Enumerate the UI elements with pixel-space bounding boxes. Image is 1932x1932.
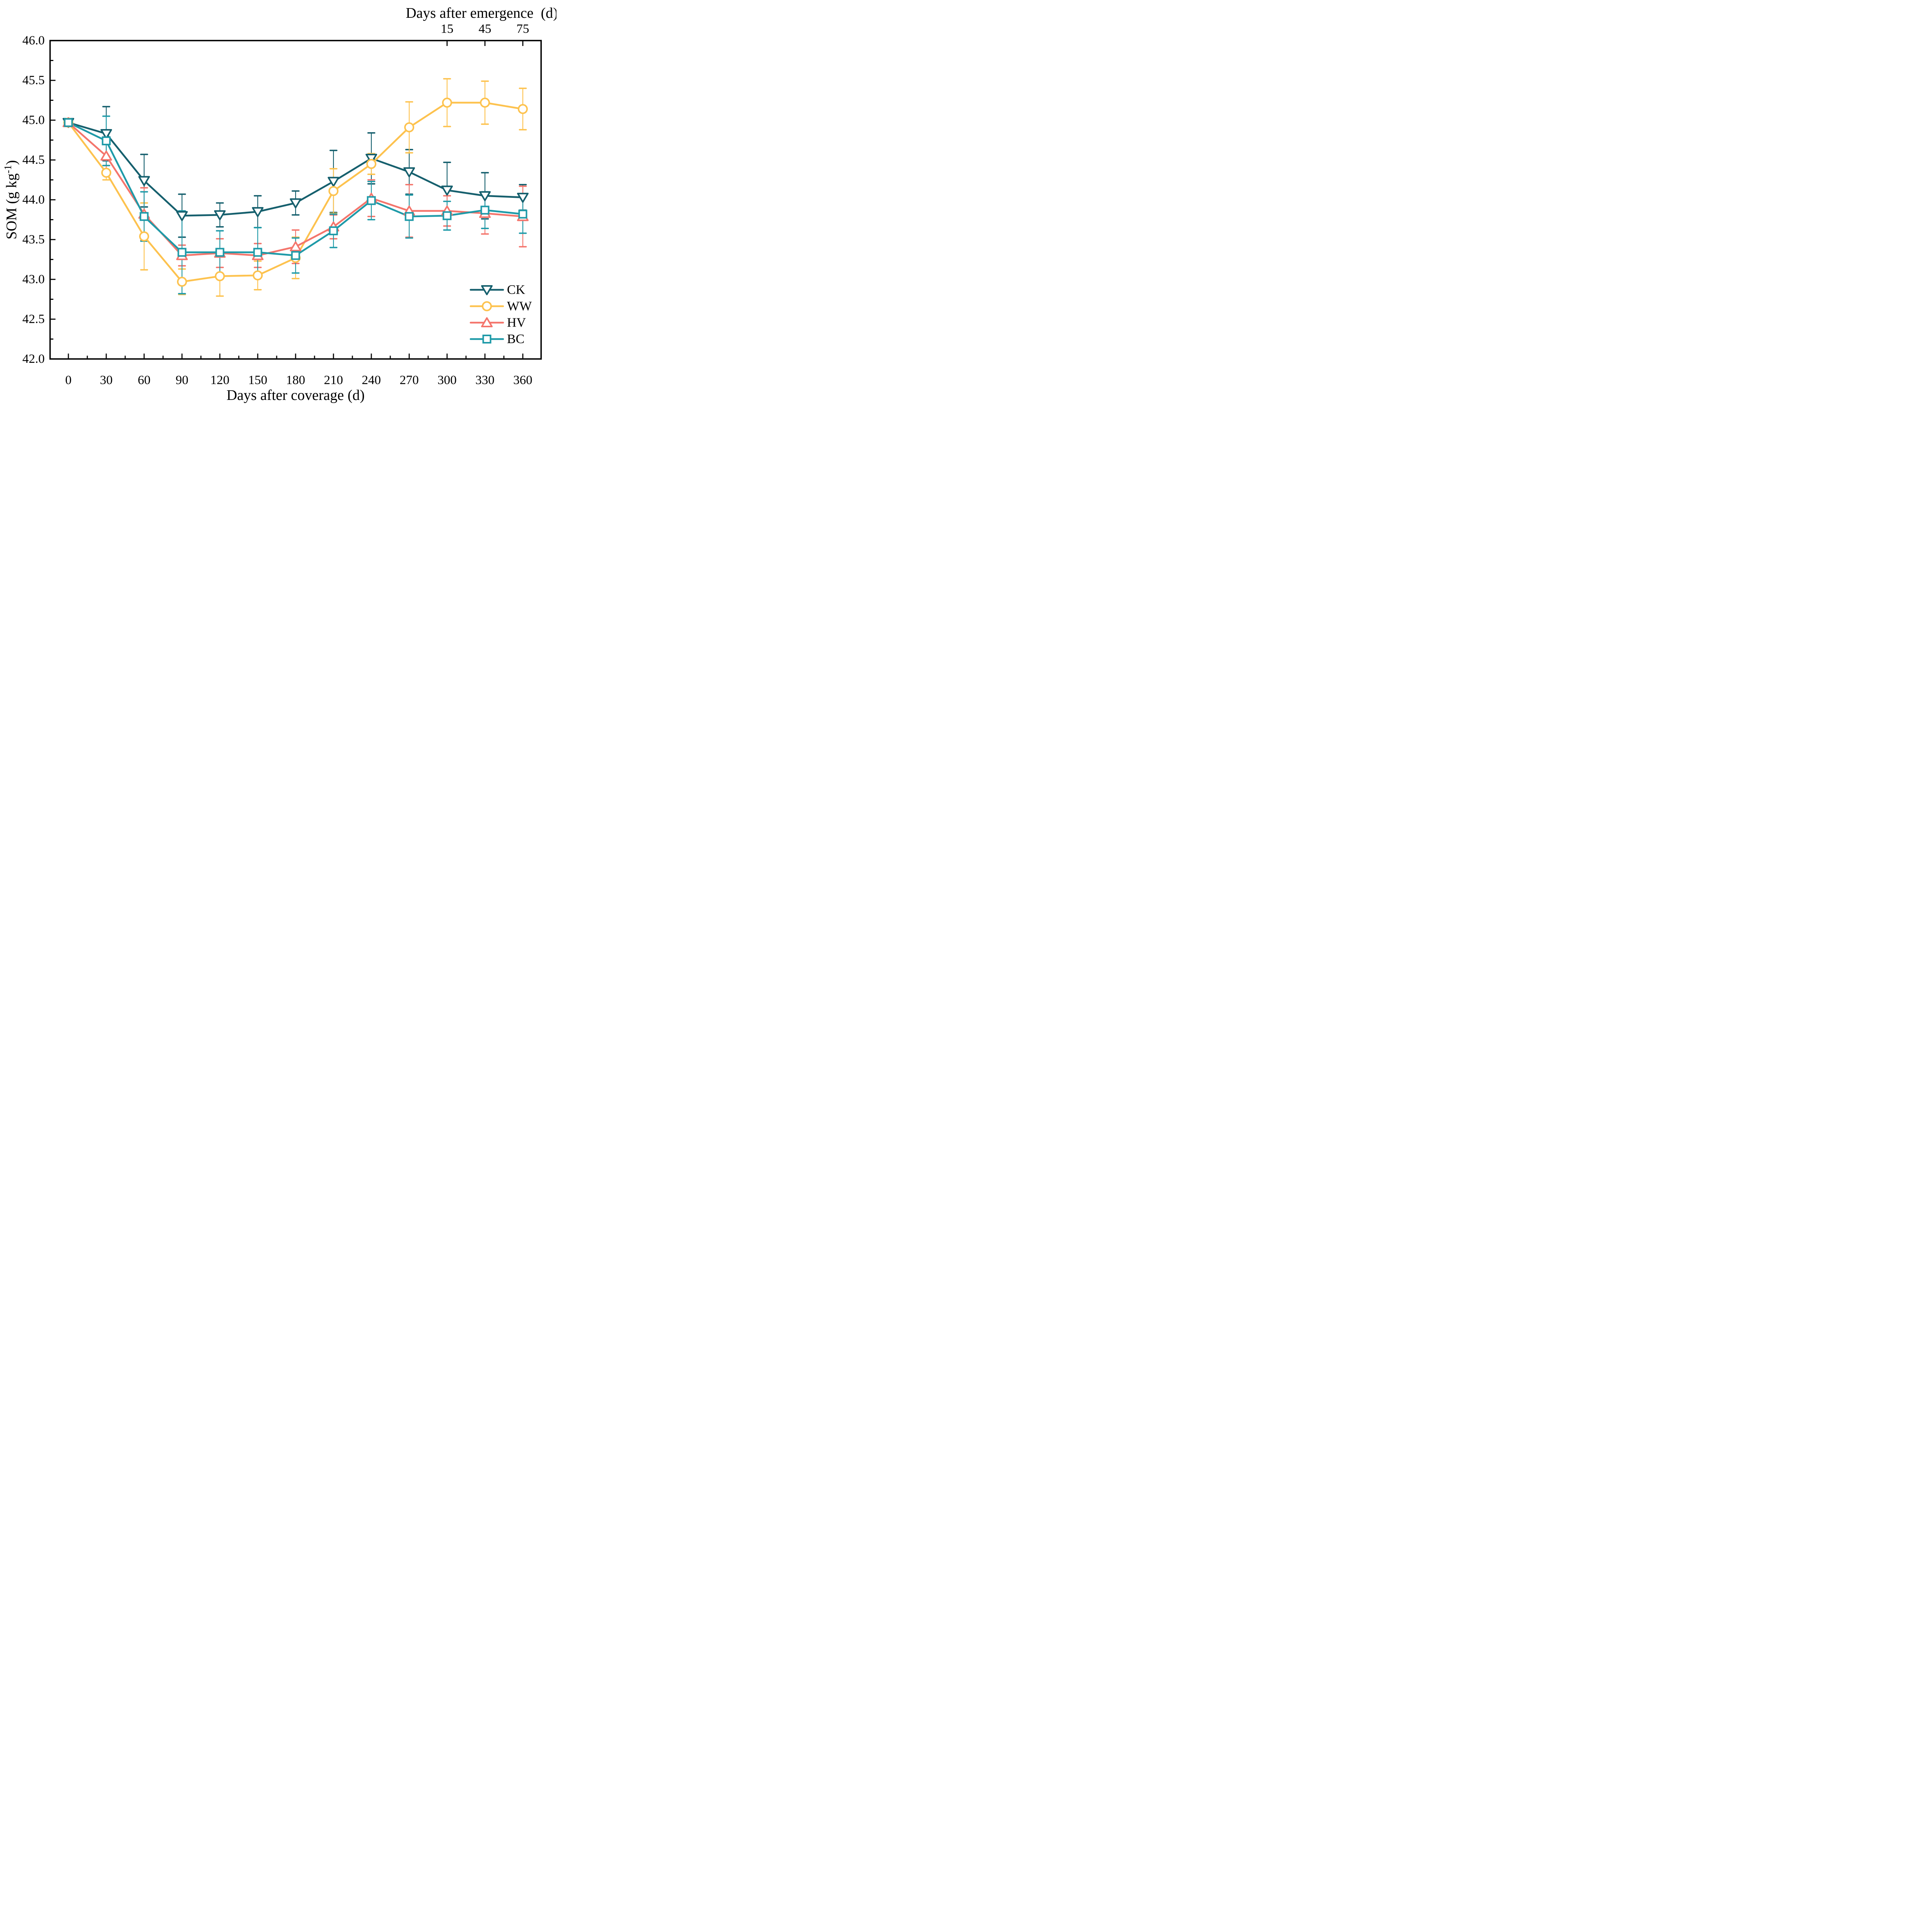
marker-ck-triangle-down-icon (290, 198, 301, 209)
y-tick-label: 45.5 (22, 73, 45, 87)
marker-ck-triangle-down-icon (479, 191, 491, 201)
marker-bc-square-icon (253, 248, 262, 257)
x-tick-label: 270 (400, 373, 419, 387)
marker-ck-triangle-down-icon (176, 211, 188, 221)
chart-svg: 42.0 42.5 43.0 43.5 44.0 44.5 45.0 45.5 46.0 0 30 6… (2, 5, 556, 403)
marker-ck-triangle-down-icon (517, 192, 529, 203)
legend-label-WW: WW (507, 299, 532, 313)
legend-label-CK: CK (507, 283, 526, 297)
marker-bc-square-icon (367, 196, 376, 205)
y-axis-title-close: ) (3, 160, 20, 165)
marker-ww-circle-icon (214, 271, 225, 281)
marker-hv-triangle-up-icon (100, 150, 112, 161)
marker-bc-square-icon (177, 248, 187, 257)
legend-marker-ck-icon (481, 285, 493, 295)
som-line-chart-figure: 42.0 42.5 43.0 43.5 44.0 44.5 45.0 45.5 46.0 0 30 6… (0, 0, 556, 405)
top-axis-title: Days after emergence (d) (406, 5, 556, 21)
x-tick-label: 240 (362, 373, 381, 387)
y-tick-label: 46.0 (22, 34, 45, 48)
y-tick-label: 44.0 (22, 193, 45, 207)
marker-ww-circle-icon (518, 104, 528, 114)
top-tick-label: 15 (441, 22, 454, 36)
marker-ck-triangle-down-icon (100, 129, 112, 139)
marker-bc-square-icon (102, 136, 111, 146)
legend-label-HV: HV (507, 316, 526, 330)
y-tick-label: 42.0 (22, 352, 45, 366)
y-tick-label: 45.0 (22, 113, 45, 127)
marker-bc-square-icon (518, 209, 527, 219)
marker-ck-triangle-down-icon (138, 176, 150, 186)
x-tick-label: 360 (513, 373, 532, 387)
marker-ww-circle-icon (101, 167, 111, 178)
x-tick-label: 180 (286, 373, 305, 387)
y-tick-label: 44.5 (22, 153, 45, 167)
marker-bc-square-icon (139, 212, 149, 221)
marker-bc-square-icon (291, 251, 300, 260)
legend-label-BC: BC (507, 332, 524, 346)
marker-ww-circle-icon (366, 159, 377, 169)
y-axis-title-main: SOM (g kg (3, 173, 20, 240)
marker-ww-circle-icon (177, 277, 187, 287)
legend-marker-bc-icon (482, 335, 492, 344)
y-axis-title: SOM (g kg-1) (2, 160, 20, 239)
marker-ww-circle-icon (442, 97, 452, 108)
y-tick-label: 42.5 (22, 312, 45, 326)
x-tick-label: 30 (100, 373, 112, 387)
marker-bc-square-icon (405, 212, 414, 221)
marker-ww-circle-icon (480, 97, 490, 108)
x-tick-label: 60 (138, 373, 150, 387)
x-tick-label: 120 (210, 373, 230, 387)
y-tick-label: 43.5 (22, 233, 45, 247)
marker-bc-square-icon (215, 248, 224, 257)
chart-plot-area: 42.0 42.5 43.0 43.5 44.0 44.5 45.0 45.5 46.0 0 30 6… (22, 22, 542, 387)
x-tick-label: 330 (475, 373, 495, 387)
marker-hv-triangle-up-icon (290, 241, 301, 252)
marker-bc-square-icon (329, 226, 338, 235)
x-tick-label: 90 (175, 373, 188, 387)
x-tick-label: 300 (437, 373, 457, 387)
marker-ck-triangle-down-icon (366, 153, 378, 164)
marker-ck-triangle-down-icon (403, 167, 415, 177)
x-axis-title: Days after coverage (d) (226, 387, 365, 403)
legend-marker-ww-icon (482, 301, 492, 311)
x-tick-label: 150 (248, 373, 267, 387)
marker-ww-circle-icon (252, 270, 263, 281)
marker-ck-triangle-down-icon (252, 207, 264, 217)
marker-bc-square-icon (480, 206, 490, 215)
marker-ww-circle-icon (139, 231, 149, 242)
marker-ww-circle-icon (328, 186, 339, 196)
marker-ww-circle-icon (404, 122, 415, 133)
marker-ck-triangle-down-icon (441, 185, 453, 196)
marker-ck-triangle-down-icon (328, 177, 340, 187)
top-tick-label: 45 (479, 22, 492, 36)
top-tick-label: 75 (517, 22, 529, 36)
marker-bc-square-icon (64, 118, 73, 127)
legend-marker-hv-icon (481, 317, 493, 327)
marker-ck-triangle-down-icon (214, 210, 226, 221)
x-tick-label: 210 (324, 373, 343, 387)
y-axis-title-superscript: -1 (2, 165, 14, 173)
x-tick-label: 0 (65, 373, 72, 387)
marker-bc-square-icon (442, 211, 452, 220)
y-tick-label: 43.0 (22, 272, 45, 286)
